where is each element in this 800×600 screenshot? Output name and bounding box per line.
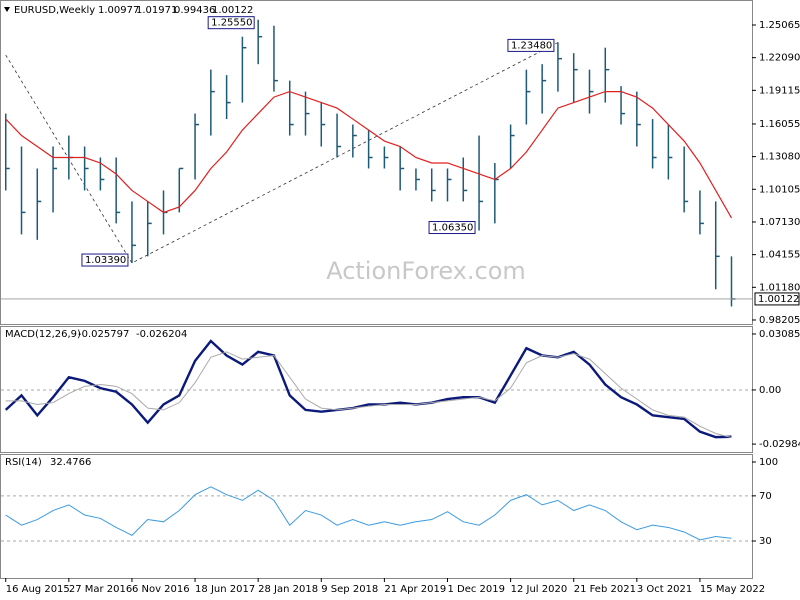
- annotation-label: 1.06350: [432, 223, 473, 234]
- y-tick-label: 1.04155: [759, 250, 800, 261]
- annotation-label: 1.23480: [511, 40, 552, 51]
- series-line: [4, 339, 732, 439]
- x-tick-label: 3 Oct 2021: [637, 584, 692, 595]
- y-tick-label: 1.25065: [759, 20, 800, 31]
- annotation-box: [81, 253, 129, 267]
- y-tick-label: 1.19115: [759, 85, 800, 96]
- y-tick-label: 1.22090: [759, 53, 800, 64]
- y-tick-label: 30: [759, 536, 772, 547]
- panel-value: 32.4766: [50, 457, 91, 468]
- panel-value: -0.026204: [136, 329, 187, 340]
- y-tick-label: 0.98205: [759, 315, 800, 326]
- rsi-panel: [0, 454, 753, 579]
- y-tick-label: 0.030855: [759, 329, 800, 340]
- x-tick-label: 1 Dec 2019: [447, 584, 505, 595]
- price-panel: [0, 0, 753, 325]
- watermark: ActionForex.com: [326, 257, 526, 285]
- x-tick-label: 12 Jul 2020: [511, 584, 568, 595]
- last-open: 1.00977: [98, 5, 139, 16]
- x-tick-label: 21 Apr 2019: [384, 584, 446, 595]
- x-tick-label: 28 Jan 2018: [258, 584, 318, 595]
- menu-arrow: [4, 7, 10, 12]
- price-label: 1.00122: [758, 294, 799, 305]
- price-box: [754, 292, 800, 306]
- series-line: [5, 351, 732, 438]
- moving-average: [5, 90, 733, 219]
- y-tick-label: 1.13080: [759, 152, 800, 163]
- panel-title: MACD(12,26,9): [5, 329, 81, 340]
- y-tick-label: 1.01180: [759, 282, 800, 293]
- y-tick-label: 100: [759, 457, 778, 468]
- x-tick-label: 16 Aug 2015: [6, 584, 70, 595]
- x-tick-label: 9 Sep 2018: [321, 584, 378, 595]
- panel-title: RSI(14): [5, 457, 42, 468]
- y-tick-label: 0.00: [759, 385, 781, 396]
- annotation-box: [207, 16, 255, 30]
- x-tick-label: 27 Mar 2016: [69, 584, 132, 595]
- y-tick-label: 1.16055: [759, 119, 800, 130]
- annotation-label: 1.03390: [85, 255, 126, 266]
- y-tick-label: 1.10105: [759, 184, 800, 195]
- annotation-label: 1.25550: [211, 18, 252, 29]
- x-tick-label: 6 Nov 2016: [132, 584, 190, 595]
- annotation-box: [428, 221, 476, 235]
- last-low: 0.99436: [174, 5, 215, 16]
- last-close: 1.00122: [212, 5, 253, 16]
- panel-value: -0.025797: [78, 329, 129, 340]
- y-tick-label: 1.07130: [759, 217, 800, 228]
- symbol: EURUSD,Weekly: [14, 5, 95, 16]
- x-tick-label: 15 May 2022: [700, 584, 765, 595]
- y-tick-label: 70: [759, 491, 772, 502]
- x-tick-label: 18 Jun 2017: [195, 584, 255, 595]
- annotation-box: [507, 38, 555, 52]
- y-tick-label: -0.029841: [759, 439, 800, 450]
- last-high: 1.01971: [136, 5, 177, 16]
- series-line: [5, 486, 732, 541]
- x-tick-label: 21 Feb 2021: [574, 584, 636, 595]
